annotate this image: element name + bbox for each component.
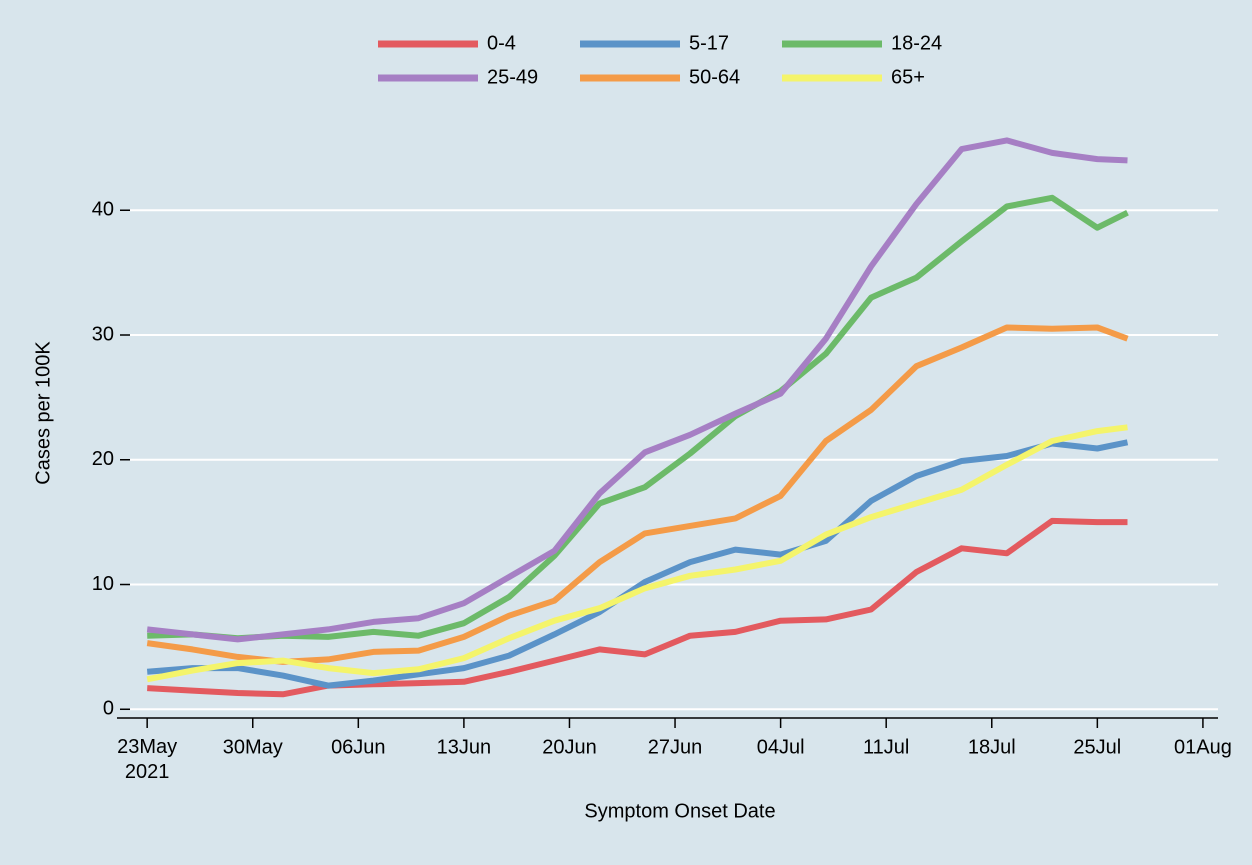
- x-tick-label: 25Jul: [1073, 736, 1121, 758]
- legend-label: 65+: [891, 66, 925, 88]
- legend-label: 5-17: [689, 32, 729, 54]
- x-axis-label: Symptom Onset Date: [584, 800, 775, 822]
- x-tick-label: 18Jul: [968, 736, 1016, 758]
- data-line: [147, 194, 1129, 642]
- y-tick-label: 0: [103, 698, 114, 720]
- legend-label: 18-24: [891, 32, 942, 54]
- data-line: [146, 439, 1129, 689]
- legend-label: 25-49: [487, 66, 538, 88]
- y-tick-label: 10: [92, 573, 114, 595]
- x-tick-label: 13Jun: [437, 736, 492, 758]
- x-tick-label: 20Jun: [542, 736, 597, 758]
- data-line: [146, 324, 1129, 665]
- legend-label: 0-4: [487, 32, 516, 54]
- x-tick-label: 01Aug: [1174, 736, 1232, 758]
- y-tick-label: 20: [92, 448, 114, 470]
- data-line: [146, 424, 1128, 683]
- x-tick-label: 06Jun: [331, 736, 386, 758]
- legend-label: 50-64: [689, 66, 740, 88]
- y-axis-label: Cases per 100K: [32, 341, 54, 485]
- x-tick-label: 04Jul: [757, 736, 805, 758]
- data-line: [146, 137, 1128, 643]
- x-tick-label: 30May: [223, 736, 283, 758]
- y-tick-label: 30: [92, 323, 114, 345]
- y-tick-label: 40: [92, 199, 114, 221]
- data-line: [147, 517, 1128, 698]
- x-tick-label: 27Jun: [648, 736, 703, 758]
- x-tick-label: 11Jul: [863, 736, 909, 758]
- x-tick-label: 23May 2021: [117, 736, 177, 783]
